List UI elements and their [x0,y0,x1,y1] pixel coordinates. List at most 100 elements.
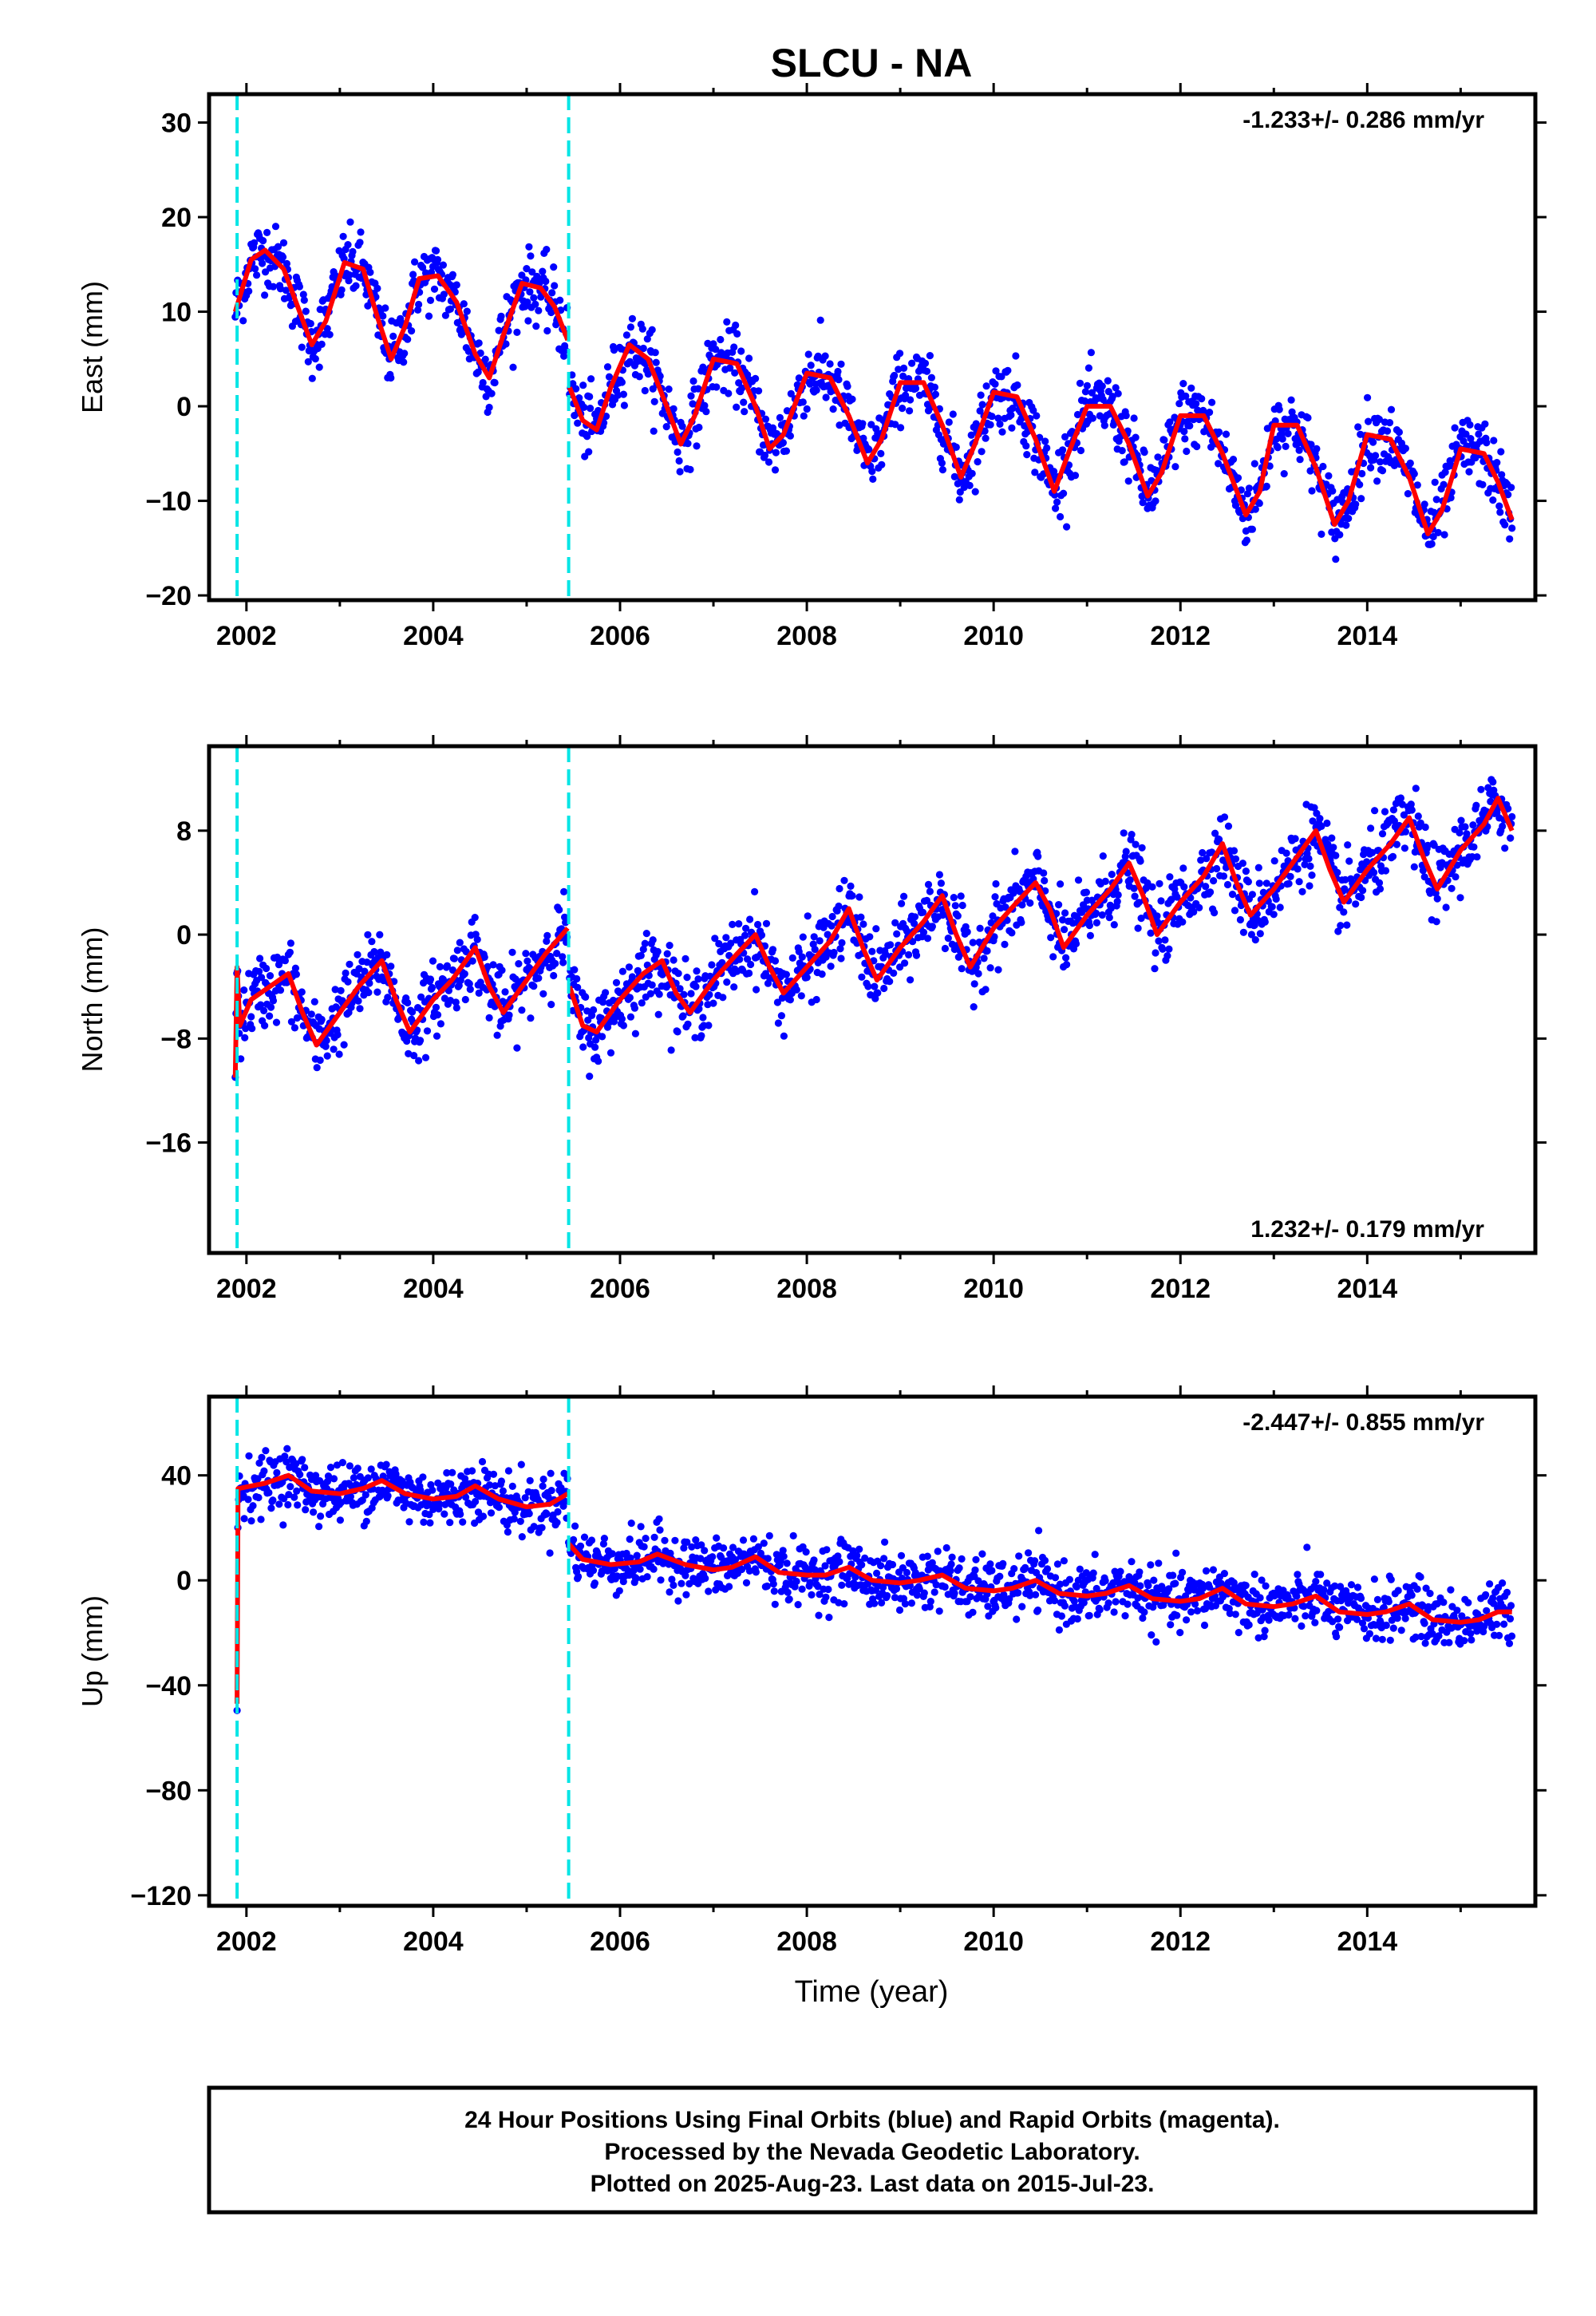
data-point [317,1512,325,1520]
data-point [938,459,946,467]
data-point [331,986,339,994]
data-point [1163,952,1171,960]
data-point [1155,937,1163,945]
data-point [656,1526,664,1534]
data-point [777,1012,786,1020]
data-point [304,358,312,366]
data-point [281,957,289,965]
data-point [1231,907,1239,915]
data-point [798,1585,806,1593]
data-point [346,271,354,279]
data-point [857,913,865,921]
data-point [1332,555,1340,563]
data-point [747,960,755,969]
x-tick-label: 2008 [776,1274,837,1304]
x-tick-label: 2010 [963,1274,1024,1304]
data-point [587,375,595,383]
data-point [1182,392,1190,400]
data-point [257,1516,265,1524]
data-point [701,401,709,409]
data-point [313,1064,321,1072]
data-point [619,1022,628,1030]
data-point [978,448,986,456]
data-point [1507,1602,1515,1610]
data-point [717,335,725,344]
data-point [990,933,998,941]
data-point [1007,411,1015,419]
data-point [1341,875,1349,883]
data-point [610,346,618,354]
data-point [373,988,381,996]
data-point [429,1486,437,1494]
data-point [293,1487,301,1495]
data-point [478,1457,487,1466]
data-point [1456,828,1464,837]
data-point [517,1460,525,1468]
data-point [439,261,448,269]
data-point [733,330,741,338]
data-point [1468,1636,1476,1644]
data-point [887,941,895,949]
data-point [302,307,310,315]
data-point [587,1536,596,1544]
data-point [905,951,913,958]
data-point [344,241,352,249]
data-point [1140,449,1148,456]
data-point [1372,452,1380,460]
data-point [901,959,909,967]
x-tick-label: 2002 [216,621,277,651]
data-point [999,1559,1007,1567]
y-tick-label: 0 [176,392,192,422]
data-point [535,974,543,982]
data-point [1342,521,1350,529]
data-point [1139,1614,1147,1622]
data-point [1370,868,1378,876]
data-point [1371,807,1379,815]
data-point [1495,1631,1503,1639]
data-point [392,1470,400,1478]
data-point [822,1593,830,1601]
data-point [773,998,782,1006]
data-point [1061,1602,1069,1610]
data-point [1440,531,1448,539]
x-tick-label: 2004 [403,1927,464,1957]
data-point [379,312,387,320]
data-point [1470,843,1478,851]
data-point [1506,535,1514,543]
data-point [891,421,899,429]
data-point [678,422,686,430]
data-point [580,403,588,411]
data-point [1041,876,1049,885]
north-panel: 2002 2004 2006 2008 2010 2012 2014−16−808North… [76,735,1547,1304]
data-point [1035,1527,1043,1535]
data-point [1447,1586,1455,1594]
data-point [279,253,287,261]
data-point [548,289,556,297]
data-point [1336,531,1344,539]
data-point [779,1547,787,1555]
data-point [752,374,760,382]
data-point [697,1032,705,1040]
data-point [1410,863,1418,871]
data-point [1284,429,1292,438]
data-point [1354,423,1362,431]
data-point [323,325,331,333]
data-point [873,1569,881,1577]
data-point [666,1588,674,1596]
data-point [1131,892,1139,900]
data-point [840,876,848,884]
data-point [799,933,807,941]
data-point [1124,477,1132,485]
data-point [926,352,934,360]
data-point [644,370,652,378]
data-point [1236,915,1244,924]
data-point [308,374,316,382]
data-point [890,969,898,977]
data-point [1152,1638,1160,1646]
data-point [1490,437,1498,445]
data-point [882,951,890,958]
data-point [786,996,795,1004]
data-point [571,966,579,974]
data-point [1329,487,1337,495]
data-point [1307,441,1315,449]
